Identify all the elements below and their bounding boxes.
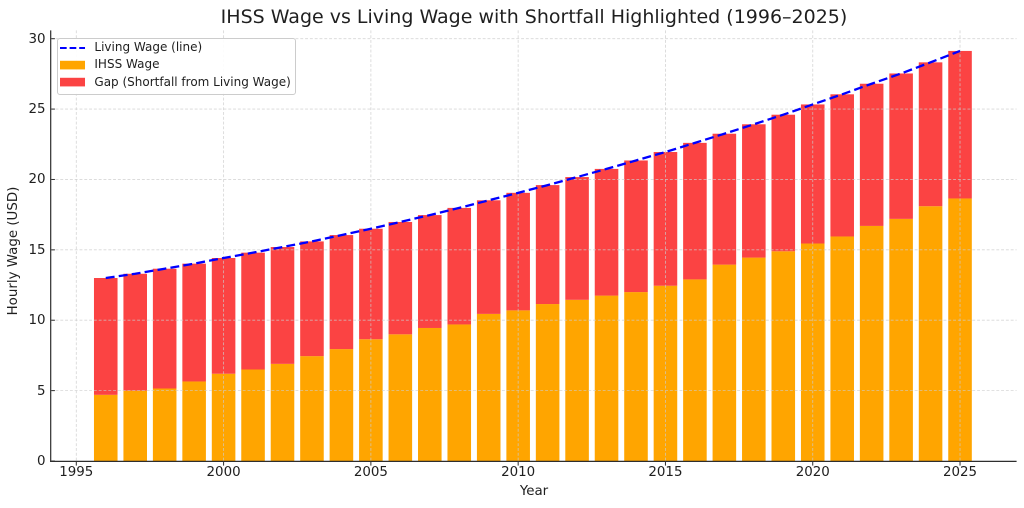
bar-ihss-1996 bbox=[93, 394, 118, 462]
bar-gap-1996 bbox=[93, 278, 118, 395]
x-tick-label-2000: 2000 bbox=[206, 465, 241, 480]
y-tick-label-20: 20 bbox=[28, 172, 46, 188]
bar-gap-2012 bbox=[565, 177, 589, 300]
x-tick-label-2005: 2005 bbox=[353, 465, 388, 480]
bar-gap-2009 bbox=[476, 200, 501, 314]
axes-layer bbox=[50, 30, 1017, 466]
bar-ihss-2002 bbox=[270, 363, 295, 462]
bar-gap-2023 bbox=[889, 73, 913, 219]
legend-item-living-wage: Living Wage (line) bbox=[60, 39, 288, 56]
x-tick-label-2025: 2025 bbox=[942, 465, 978, 480]
bar-ihss-2001 bbox=[241, 369, 265, 462]
bar-ihss-2007 bbox=[418, 327, 442, 462]
living-wage-line-swatch bbox=[60, 46, 86, 49]
bar-gap-2011 bbox=[535, 185, 560, 305]
bar-ihss-2013 bbox=[594, 295, 619, 462]
bar-gap-2019 bbox=[771, 114, 796, 252]
bar-ihss-2008 bbox=[447, 324, 472, 462]
legend-item-ihss-wage: IHSS Wage bbox=[60, 56, 288, 73]
bar-ihss-2024 bbox=[918, 206, 943, 462]
y-tick-label-15: 15 bbox=[28, 242, 46, 258]
chart-title: IHSS Wage vs Living Wage with Shortfall … bbox=[220, 5, 848, 28]
legend: Living Wage (line) IHSS Wage Gap (Shortf… bbox=[56, 37, 296, 95]
bar-ihss-2022 bbox=[859, 225, 884, 462]
legend-label: Living Wage (line) bbox=[94, 40, 203, 55]
y-tick-label-5: 5 bbox=[36, 383, 46, 399]
bar-gap-1997 bbox=[123, 273, 147, 391]
x-tick-label-2015: 2015 bbox=[648, 465, 683, 480]
bar-ihss-1998 bbox=[152, 388, 177, 462]
y-tick-label-25: 25 bbox=[28, 102, 46, 118]
bar-ihss-2004 bbox=[329, 349, 354, 462]
bar-ihss-2006 bbox=[388, 334, 413, 462]
bar-gap-2002 bbox=[270, 247, 295, 364]
bar-ihss-2019 bbox=[771, 251, 796, 462]
y-tick-label-30: 30 bbox=[28, 31, 46, 47]
bar-gap-2007 bbox=[418, 215, 442, 328]
living-wage-polyline bbox=[105, 49, 961, 280]
y-tick-label-10: 10 bbox=[28, 313, 46, 329]
gap-swatch bbox=[60, 77, 86, 87]
bar-gap-2004 bbox=[329, 235, 354, 350]
bar-gap-2022 bbox=[859, 83, 884, 226]
bars-layer bbox=[93, 50, 972, 462]
bar-gap-2005 bbox=[359, 228, 383, 340]
ihss-wage-swatch bbox=[60, 60, 86, 70]
legend-item-gap: Gap (Shortfall from Living Wage) bbox=[60, 74, 291, 91]
bar-gap-2016 bbox=[683, 142, 707, 280]
bar-gap-1999 bbox=[182, 263, 206, 382]
bar-gap-2024 bbox=[918, 62, 943, 207]
bar-gap-2003 bbox=[300, 241, 324, 357]
bar-gap-2021 bbox=[830, 94, 854, 237]
x-axis-label: Year bbox=[519, 483, 549, 499]
bar-gap-2025 bbox=[948, 50, 972, 199]
bar-ihss-2011 bbox=[535, 304, 560, 462]
bar-gap-2001 bbox=[241, 252, 265, 370]
bar-ihss-2017 bbox=[712, 264, 737, 462]
bar-gap-2018 bbox=[742, 124, 766, 258]
bar-gap-2013 bbox=[594, 168, 619, 296]
bar-ihss-2009 bbox=[476, 313, 501, 462]
legend-label: Gap (Shortfall from Living Wage) bbox=[94, 74, 291, 89]
x-tick-label-1995: 1995 bbox=[59, 465, 94, 480]
bar-gap-2006 bbox=[388, 221, 413, 335]
bar-ihss-2016 bbox=[683, 279, 707, 462]
bar-gap-2014 bbox=[624, 160, 648, 293]
x-tick-label-2020: 2020 bbox=[795, 465, 830, 480]
bar-gap-1998 bbox=[152, 268, 177, 389]
bar-ihss-1999 bbox=[182, 381, 206, 462]
bar-gap-2008 bbox=[447, 207, 472, 325]
bar-ihss-2014 bbox=[624, 292, 648, 462]
bar-ihss-2018 bbox=[742, 257, 766, 462]
bar-ihss-2023 bbox=[889, 218, 913, 462]
bar-ihss-2000 bbox=[211, 373, 236, 462]
bar-ihss-2021 bbox=[830, 236, 854, 462]
bar-ihss-2012 bbox=[565, 299, 589, 462]
bar-ihss-1997 bbox=[123, 390, 147, 462]
y-tick-label-0: 0 bbox=[36, 454, 46, 469]
bar-gap-2017 bbox=[712, 133, 737, 265]
legend-label: IHSS Wage bbox=[94, 57, 160, 72]
x-tick-label-2010: 2010 bbox=[501, 465, 536, 480]
bar-ihss-2003 bbox=[300, 356, 324, 462]
bar-gap-2020 bbox=[800, 104, 825, 244]
living-wage-line bbox=[105, 49, 961, 280]
